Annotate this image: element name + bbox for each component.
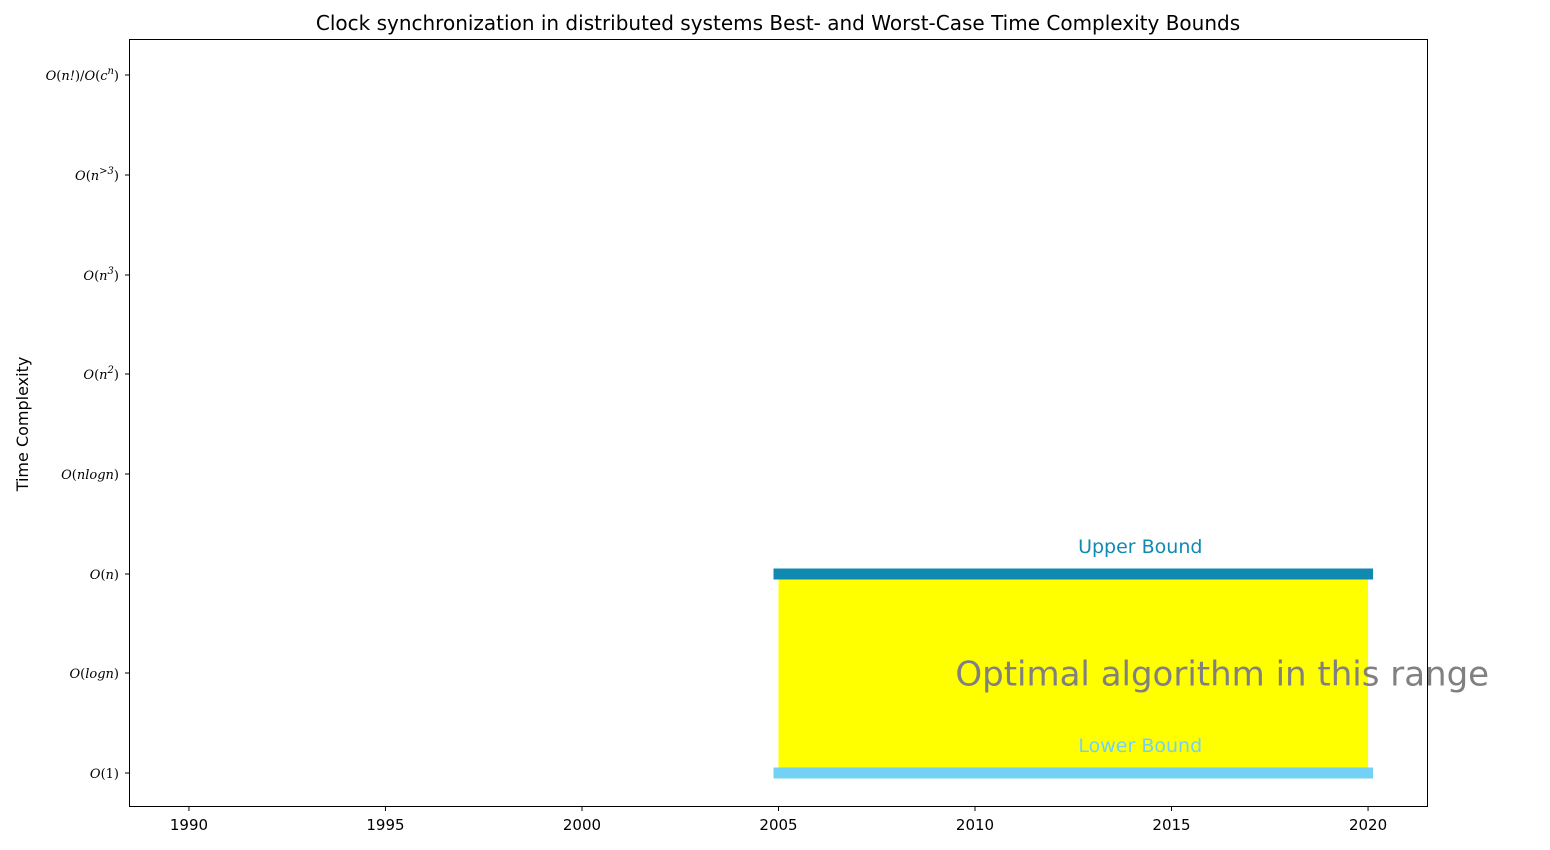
lower-bound-label: Lower Bound <box>1078 735 1202 757</box>
x-axis: 1990 1995 2000 2005 2010 2015 2020 <box>170 806 1387 834</box>
x-tick-label: 2015 <box>1152 816 1190 834</box>
y-axis-label: Time Complexity <box>13 357 32 493</box>
x-tick-label: 2000 <box>563 816 601 834</box>
y-tick-label: O(n2) <box>83 365 119 383</box>
x-tick-label: 2005 <box>759 816 797 834</box>
optimal-range-area <box>778 574 1369 773</box>
upper-bound-label: Upper Bound <box>1078 536 1202 558</box>
x-tick-label: 2010 <box>956 816 994 834</box>
optimal-range-label: Optimal algorithm in this range <box>955 655 1489 695</box>
y-tick-label: O(n>3) <box>75 166 119 184</box>
y-tick-label: O(nlogn) <box>61 468 119 483</box>
upper-bound-bar <box>773 568 1374 580</box>
y-tick-label: O(n3) <box>83 266 119 284</box>
y-tick-label: O(n!)/O(cn) <box>46 66 119 84</box>
y-tick-label: O(n) <box>90 568 119 583</box>
lower-bound-bar <box>773 767 1374 779</box>
x-tick-label: 1995 <box>366 816 404 834</box>
y-axis: O(1) O(logn) O(n) O(nlogn) O(n2) O(n3) O(n>3) O… <box>46 66 130 782</box>
chart-title: Clock synchronization in distributed sys… <box>316 11 1240 35</box>
x-tick-label: 2020 <box>1349 816 1387 834</box>
y-tick-label: O(logn) <box>69 667 119 682</box>
y-tick-label: O(1) <box>90 767 119 782</box>
x-tick-label: 1990 <box>170 816 208 834</box>
plot-area: Upper Bound Lower Bound Optimal algorithm … <box>773 536 1489 779</box>
